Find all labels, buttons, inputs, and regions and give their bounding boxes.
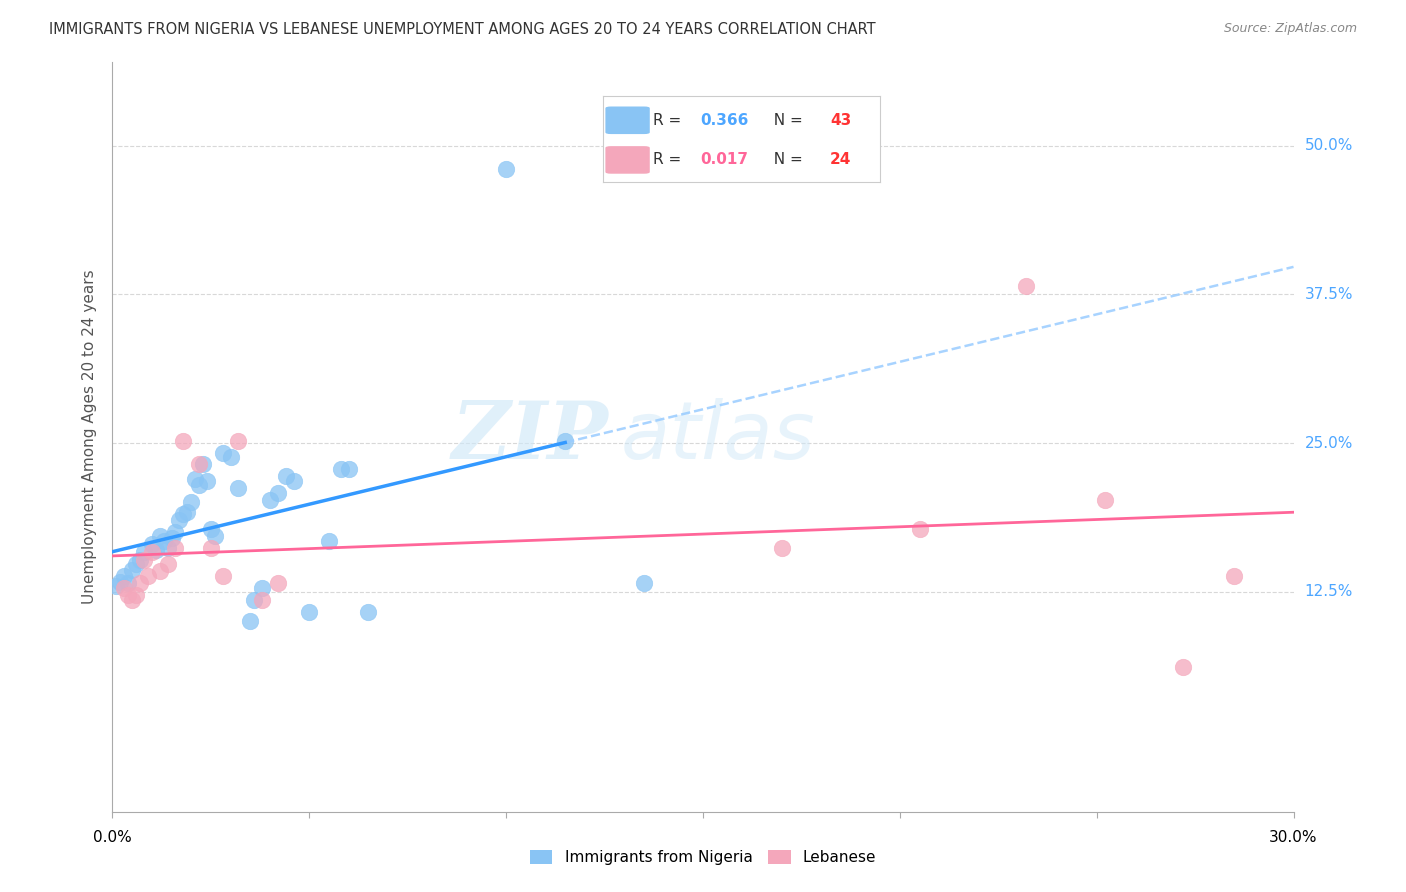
Point bbox=[112, 581, 135, 595]
Point bbox=[200, 522, 222, 536]
Point bbox=[1094, 493, 1116, 508]
Point bbox=[1015, 279, 1038, 293]
Point bbox=[318, 533, 340, 548]
Point bbox=[239, 615, 262, 629]
Point bbox=[105, 579, 128, 593]
Point bbox=[141, 537, 163, 551]
Point bbox=[165, 541, 187, 555]
Point bbox=[141, 545, 163, 559]
Point bbox=[117, 588, 139, 602]
Point bbox=[180, 495, 202, 509]
Text: 0.0%: 0.0% bbox=[93, 830, 132, 846]
Point bbox=[228, 434, 250, 448]
Point bbox=[1223, 569, 1246, 583]
Point bbox=[129, 552, 152, 566]
Point bbox=[243, 593, 266, 607]
Point bbox=[191, 458, 214, 472]
Text: IMMIGRANTS FROM NIGERIA VS LEBANESE UNEMPLOYMENT AMONG AGES 20 TO 24 YEARS CORRE: IMMIGRANTS FROM NIGERIA VS LEBANESE UNEM… bbox=[49, 22, 876, 37]
Point bbox=[145, 543, 167, 558]
Point bbox=[172, 508, 194, 522]
Point bbox=[298, 605, 321, 619]
Point bbox=[176, 505, 198, 519]
Point bbox=[149, 565, 172, 579]
Point bbox=[908, 522, 931, 536]
Point bbox=[770, 541, 793, 555]
Point bbox=[121, 593, 143, 607]
Text: ZIP: ZIP bbox=[451, 399, 609, 475]
Point bbox=[211, 445, 233, 459]
Point bbox=[228, 481, 250, 495]
Point bbox=[152, 533, 174, 548]
Point bbox=[274, 469, 297, 483]
Text: 50.0%: 50.0% bbox=[1305, 138, 1353, 153]
Text: 37.5%: 37.5% bbox=[1305, 287, 1353, 301]
Point bbox=[283, 474, 305, 488]
Point bbox=[184, 472, 207, 486]
Point bbox=[121, 563, 143, 577]
Text: 25.0%: 25.0% bbox=[1305, 435, 1353, 450]
Point bbox=[156, 558, 179, 572]
Point bbox=[250, 581, 273, 595]
Point bbox=[125, 558, 148, 572]
Point bbox=[188, 477, 211, 491]
Text: atlas: atlas bbox=[620, 398, 815, 476]
Point bbox=[204, 529, 226, 543]
Point bbox=[188, 458, 211, 472]
Text: Source: ZipAtlas.com: Source: ZipAtlas.com bbox=[1223, 22, 1357, 36]
Point bbox=[357, 605, 380, 619]
Point bbox=[195, 474, 218, 488]
Point bbox=[1173, 659, 1195, 673]
Point bbox=[267, 576, 290, 591]
Point bbox=[136, 569, 159, 583]
Point bbox=[267, 486, 290, 500]
Text: 12.5%: 12.5% bbox=[1305, 584, 1353, 599]
Point bbox=[117, 576, 139, 591]
Point bbox=[112, 569, 135, 583]
Point bbox=[125, 588, 148, 602]
Point bbox=[200, 541, 222, 555]
Point bbox=[110, 575, 132, 590]
Point bbox=[169, 513, 191, 527]
Point bbox=[156, 541, 179, 555]
Point bbox=[495, 162, 517, 177]
Point bbox=[129, 576, 152, 591]
Point bbox=[149, 529, 172, 543]
Point bbox=[165, 525, 187, 540]
Point bbox=[259, 493, 281, 508]
Point bbox=[633, 576, 655, 591]
Point bbox=[132, 552, 155, 566]
Y-axis label: Unemployment Among Ages 20 to 24 years: Unemployment Among Ages 20 to 24 years bbox=[82, 269, 97, 605]
Point bbox=[337, 462, 360, 476]
Text: 30.0%: 30.0% bbox=[1270, 830, 1317, 846]
Point bbox=[211, 569, 233, 583]
Point bbox=[172, 434, 194, 448]
Point bbox=[250, 593, 273, 607]
Point bbox=[219, 450, 242, 465]
Legend: Immigrants from Nigeria, Lebanese: Immigrants from Nigeria, Lebanese bbox=[523, 844, 883, 871]
Point bbox=[554, 434, 576, 448]
Point bbox=[132, 545, 155, 559]
Point bbox=[329, 462, 352, 476]
Point bbox=[160, 531, 183, 545]
